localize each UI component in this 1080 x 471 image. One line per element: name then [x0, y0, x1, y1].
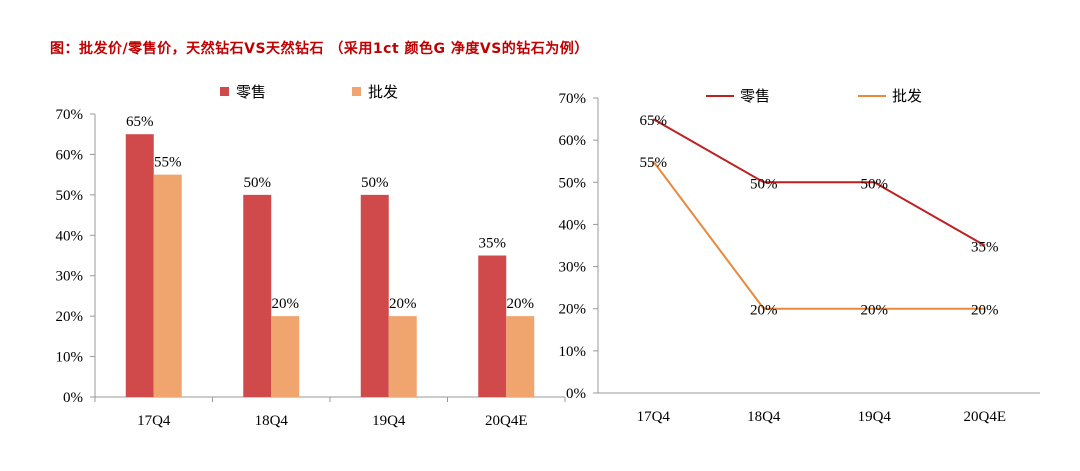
bar-legend-swatch-retail [220, 87, 229, 96]
bar-wholesale-17Q4 [153, 174, 182, 397]
line-y-tick-label: 0% [566, 386, 586, 402]
bar-data-label: 50% [361, 175, 389, 191]
line-data-label: 50% [750, 176, 778, 192]
line-data-label: 55% [640, 155, 668, 171]
bar-data-label: 20% [507, 296, 535, 312]
line-data-label: 35% [971, 240, 999, 256]
page-title: 图：批发价/零售价，天然钻石VS天然钻石 （采用1ct 颜色G 净度VS的钻石为… [50, 41, 589, 57]
bar-x-tick-label: 17Q4 [137, 413, 171, 429]
bar-data-label: 20% [389, 296, 417, 312]
bar-y-tick-label: 0% [63, 390, 83, 406]
line-x-tick-label: 20Q4E [964, 409, 1007, 425]
bar-y-tick-label: 50% [56, 188, 84, 204]
bar-x-tick-label: 20Q4E [485, 413, 528, 429]
bar-wholesale-20Q4E [506, 316, 535, 397]
bar-y-tick-label: 60% [56, 147, 84, 163]
bar-data-label: 55% [154, 155, 182, 171]
bar-x-tick-label: 18Q4 [255, 413, 289, 429]
line-y-tick-label: 20% [559, 302, 587, 318]
line-data-label: 65% [640, 113, 668, 129]
line-series-retail [652, 118, 986, 247]
line-x-tick-label: 17Q4 [637, 409, 671, 425]
bar-data-label: 65% [126, 114, 154, 130]
line-data-label: 50% [861, 176, 889, 192]
bar-retail-17Q4 [125, 134, 154, 397]
line-y-tick-label: 60% [559, 133, 587, 149]
line-legend-label: 批发 [892, 87, 922, 105]
bar-legend-label: 批发 [368, 83, 398, 101]
bar-wholesale-18Q4 [271, 316, 300, 397]
bar-y-tick-label: 10% [56, 350, 84, 366]
bar-y-tick-label: 70% [56, 107, 84, 123]
bar-wholesale-19Q4 [388, 316, 417, 397]
bar-x-tick-label: 19Q4 [372, 413, 406, 429]
line-y-tick-label: 10% [559, 344, 587, 360]
line-data-label: 20% [750, 303, 778, 319]
bar-data-label: 20% [272, 296, 300, 312]
bar-data-label: 35% [479, 236, 507, 252]
bar-data-label: 50% [244, 175, 272, 191]
line-y-tick-label: 30% [559, 260, 587, 276]
line-y-tick-label: 50% [559, 175, 587, 191]
line-y-tick-label: 70% [559, 91, 587, 107]
line-data-label: 20% [971, 303, 999, 319]
line-data-label: 20% [861, 303, 889, 319]
bar-retail-20Q4E [478, 255, 507, 397]
bar-y-tick-label: 30% [56, 269, 84, 285]
line-series-wholesale [652, 160, 985, 310]
bar-y-tick-label: 40% [56, 228, 84, 244]
bar-retail-19Q4 [360, 194, 389, 397]
line-y-tick-label: 40% [559, 217, 587, 233]
bar-legend-label: 零售 [236, 83, 266, 101]
line-legend-label: 零售 [740, 87, 770, 105]
bar-legend-swatch-wholesale [352, 87, 361, 96]
line-x-tick-label: 18Q4 [747, 409, 781, 425]
bar-retail-18Q4 [243, 194, 272, 397]
bar-y-tick-label: 20% [56, 309, 84, 325]
line-x-tick-label: 19Q4 [858, 409, 892, 425]
